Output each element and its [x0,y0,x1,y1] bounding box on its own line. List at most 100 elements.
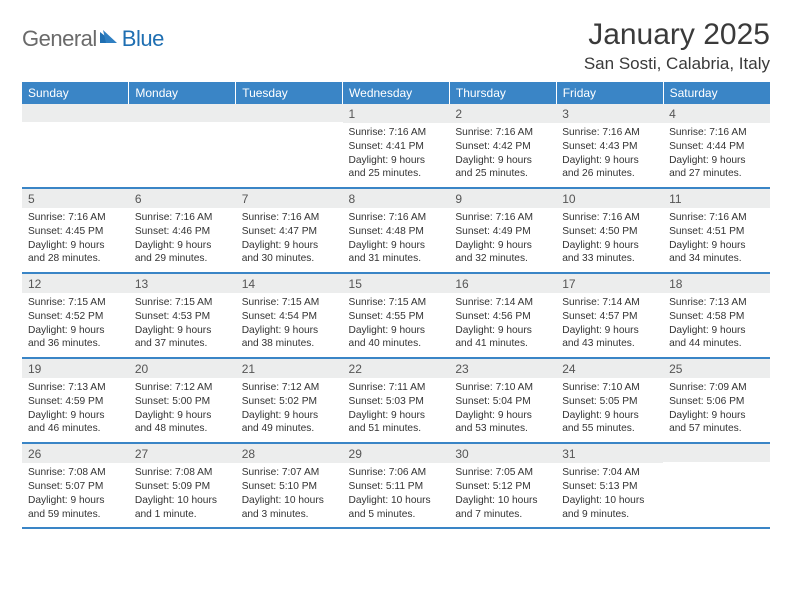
day-cell: 15Sunrise: 7:15 AMSunset: 4:55 PMDayligh… [343,273,450,358]
day-cell: 30Sunrise: 7:05 AMSunset: 5:12 PMDayligh… [449,443,556,528]
day-cell: 18Sunrise: 7:13 AMSunset: 4:58 PMDayligh… [663,273,770,358]
day-cell [663,443,770,528]
location: San Sosti, Calabria, Italy [584,54,770,74]
day-details: Sunrise: 7:05 AMSunset: 5:12 PMDaylight:… [449,463,556,527]
day-details: Sunrise: 7:14 AMSunset: 4:57 PMDaylight:… [556,293,663,357]
day-cell: 27Sunrise: 7:08 AMSunset: 5:09 PMDayligh… [129,443,236,528]
day-number: 30 [449,444,556,463]
day-number: 11 [663,189,770,208]
day-cell: 10Sunrise: 7:16 AMSunset: 4:50 PMDayligh… [556,188,663,273]
day-cell: 31Sunrise: 7:04 AMSunset: 5:13 PMDayligh… [556,443,663,528]
day-cell: 26Sunrise: 7:08 AMSunset: 5:07 PMDayligh… [22,443,129,528]
week-row: 5Sunrise: 7:16 AMSunset: 4:45 PMDaylight… [22,188,770,273]
logo: General Blue [22,26,164,52]
day-number: 4 [663,104,770,123]
day-header: Monday [129,82,236,104]
day-number: 10 [556,189,663,208]
day-cell: 25Sunrise: 7:09 AMSunset: 5:06 PMDayligh… [663,358,770,443]
day-details: Sunrise: 7:15 AMSunset: 4:54 PMDaylight:… [236,293,343,357]
day-cell [22,104,129,188]
day-cell: 22Sunrise: 7:11 AMSunset: 5:03 PMDayligh… [343,358,450,443]
day-number: 8 [343,189,450,208]
day-header: Sunday [22,82,129,104]
logo-triangle-icon [100,27,120,45]
day-number: 18 [663,274,770,293]
day-header: Wednesday [343,82,450,104]
day-number: 16 [449,274,556,293]
day-cell: 9Sunrise: 7:16 AMSunset: 4:49 PMDaylight… [449,188,556,273]
logo-text-general: General [22,26,97,52]
day-number: 25 [663,359,770,378]
day-details: Sunrise: 7:16 AMSunset: 4:43 PMDaylight:… [556,123,663,187]
day-cell: 6Sunrise: 7:16 AMSunset: 4:46 PMDaylight… [129,188,236,273]
day-number: 22 [343,359,450,378]
day-cell [236,104,343,188]
logo-text-blue: Blue [122,26,164,52]
day-cell: 29Sunrise: 7:06 AMSunset: 5:11 PMDayligh… [343,443,450,528]
day-details: Sunrise: 7:16 AMSunset: 4:41 PMDaylight:… [343,123,450,187]
day-cell: 13Sunrise: 7:15 AMSunset: 4:53 PMDayligh… [129,273,236,358]
day-number: 14 [236,274,343,293]
day-cell: 14Sunrise: 7:15 AMSunset: 4:54 PMDayligh… [236,273,343,358]
day-details: Sunrise: 7:16 AMSunset: 4:46 PMDaylight:… [129,208,236,272]
week-row: 19Sunrise: 7:13 AMSunset: 4:59 PMDayligh… [22,358,770,443]
day-cell: 4Sunrise: 7:16 AMSunset: 4:44 PMDaylight… [663,104,770,188]
day-cell [129,104,236,188]
day-details: Sunrise: 7:10 AMSunset: 5:05 PMDaylight:… [556,378,663,442]
day-details: Sunrise: 7:04 AMSunset: 5:13 PMDaylight:… [556,463,663,527]
day-cell: 23Sunrise: 7:10 AMSunset: 5:04 PMDayligh… [449,358,556,443]
day-number: 7 [236,189,343,208]
day-details: Sunrise: 7:15 AMSunset: 4:52 PMDaylight:… [22,293,129,357]
day-number: 9 [449,189,556,208]
day-cell: 2Sunrise: 7:16 AMSunset: 4:42 PMDaylight… [449,104,556,188]
day-header: Thursday [449,82,556,104]
day-details: Sunrise: 7:08 AMSunset: 5:09 PMDaylight:… [129,463,236,527]
day-details: Sunrise: 7:16 AMSunset: 4:49 PMDaylight:… [449,208,556,272]
day-details: Sunrise: 7:16 AMSunset: 4:44 PMDaylight:… [663,123,770,187]
day-number: 6 [129,189,236,208]
day-number: 15 [343,274,450,293]
day-details: Sunrise: 7:16 AMSunset: 4:47 PMDaylight:… [236,208,343,272]
day-number: 31 [556,444,663,463]
day-details: Sunrise: 7:11 AMSunset: 5:03 PMDaylight:… [343,378,450,442]
day-cell: 17Sunrise: 7:14 AMSunset: 4:57 PMDayligh… [556,273,663,358]
day-cell: 21Sunrise: 7:12 AMSunset: 5:02 PMDayligh… [236,358,343,443]
day-cell: 11Sunrise: 7:16 AMSunset: 4:51 PMDayligh… [663,188,770,273]
day-cell: 7Sunrise: 7:16 AMSunset: 4:47 PMDaylight… [236,188,343,273]
day-number: 1 [343,104,450,123]
day-number: 20 [129,359,236,378]
calendar-table: Sunday Monday Tuesday Wednesday Thursday… [22,82,770,529]
day-number: 21 [236,359,343,378]
day-number: 13 [129,274,236,293]
day-details: Sunrise: 7:15 AMSunset: 4:53 PMDaylight:… [129,293,236,357]
day-number: 19 [22,359,129,378]
day-number: 24 [556,359,663,378]
day-details: Sunrise: 7:08 AMSunset: 5:07 PMDaylight:… [22,463,129,527]
day-details: Sunrise: 7:12 AMSunset: 5:02 PMDaylight:… [236,378,343,442]
day-header: Friday [556,82,663,104]
day-cell: 28Sunrise: 7:07 AMSunset: 5:10 PMDayligh… [236,443,343,528]
day-details: Sunrise: 7:16 AMSunset: 4:45 PMDaylight:… [22,208,129,272]
day-cell: 16Sunrise: 7:14 AMSunset: 4:56 PMDayligh… [449,273,556,358]
day-number: 3 [556,104,663,123]
week-row: 26Sunrise: 7:08 AMSunset: 5:07 PMDayligh… [22,443,770,528]
week-row: 1Sunrise: 7:16 AMSunset: 4:41 PMDaylight… [22,104,770,188]
day-cell: 12Sunrise: 7:15 AMSunset: 4:52 PMDayligh… [22,273,129,358]
day-details: Sunrise: 7:10 AMSunset: 5:04 PMDaylight:… [449,378,556,442]
day-details: Sunrise: 7:13 AMSunset: 4:59 PMDaylight:… [22,378,129,442]
day-cell: 19Sunrise: 7:13 AMSunset: 4:59 PMDayligh… [22,358,129,443]
day-number: 12 [22,274,129,293]
day-number: 26 [22,444,129,463]
day-number: 28 [236,444,343,463]
day-cell: 5Sunrise: 7:16 AMSunset: 4:45 PMDaylight… [22,188,129,273]
day-number: 2 [449,104,556,123]
day-details: Sunrise: 7:13 AMSunset: 4:58 PMDaylight:… [663,293,770,357]
day-details: Sunrise: 7:07 AMSunset: 5:10 PMDaylight:… [236,463,343,527]
day-header: Saturday [663,82,770,104]
day-details: Sunrise: 7:06 AMSunset: 5:11 PMDaylight:… [343,463,450,527]
day-header-row: Sunday Monday Tuesday Wednesday Thursday… [22,82,770,104]
day-details: Sunrise: 7:16 AMSunset: 4:50 PMDaylight:… [556,208,663,272]
day-details: Sunrise: 7:16 AMSunset: 4:42 PMDaylight:… [449,123,556,187]
day-cell: 3Sunrise: 7:16 AMSunset: 4:43 PMDaylight… [556,104,663,188]
day-details: Sunrise: 7:16 AMSunset: 4:48 PMDaylight:… [343,208,450,272]
